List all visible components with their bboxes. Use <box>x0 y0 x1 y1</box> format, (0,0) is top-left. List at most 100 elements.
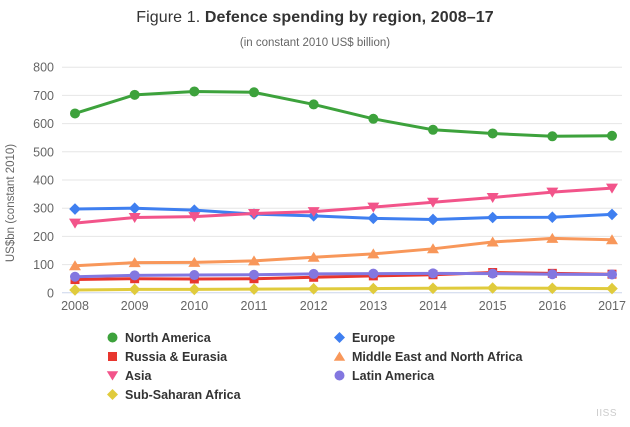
legend-item-north-america[interactable]: North America <box>106 329 333 346</box>
legend-item-europe[interactable]: Europe <box>333 329 522 346</box>
series-line-latin-america <box>73 271 614 279</box>
data-point-marker[interactable] <box>606 234 618 245</box>
data-point-marker[interactable] <box>69 284 81 296</box>
data-point-marker[interactable] <box>188 283 201 296</box>
data-point-marker[interactable] <box>368 113 379 124</box>
marker-shape <box>334 332 345 343</box>
data-point-marker[interactable] <box>308 268 319 279</box>
data-point-marker[interactable] <box>128 257 141 268</box>
x-axis-label: 2012 <box>300 299 328 313</box>
series-line-sub-saharan-africa <box>73 286 614 292</box>
data-point-marker[interactable] <box>188 204 201 216</box>
y-axis-tick-label: 0 <box>47 286 54 300</box>
x-axis-label: 2014 <box>419 299 447 313</box>
data-point-marker[interactable] <box>427 197 439 208</box>
y-axis-tick-label: 700 <box>33 89 54 103</box>
data-point-marker[interactable] <box>367 248 380 259</box>
x-axis-label: 2015 <box>479 299 507 313</box>
data-point-marker[interactable] <box>189 270 200 281</box>
data-point-marker[interactable] <box>547 131 558 142</box>
data-point-marker[interactable] <box>128 202 141 214</box>
data-point-marker[interactable] <box>69 218 81 229</box>
data-point-marker[interactable] <box>188 256 201 267</box>
x-axis-label: 2013 <box>359 299 387 313</box>
y-axis-tick-label: 200 <box>33 230 54 244</box>
data-point-marker[interactable] <box>486 192 499 203</box>
data-point-marker[interactable] <box>427 243 439 254</box>
data-point-marker[interactable] <box>69 203 81 215</box>
data-point-marker[interactable] <box>307 251 320 262</box>
chart-subtitle: (in constant 2010 US$ billion) <box>239 37 391 49</box>
data-point-marker[interactable] <box>367 212 380 225</box>
data-point-marker[interactable] <box>606 282 618 295</box>
data-point-marker[interactable] <box>188 212 201 223</box>
data-point-marker[interactable] <box>546 187 559 198</box>
data-point-marker[interactable] <box>248 255 260 266</box>
data-point-marker[interactable] <box>606 183 618 194</box>
x-axis-label: 2009 <box>121 299 149 313</box>
data-point-marker[interactable] <box>368 268 379 279</box>
data-point-marker[interactable] <box>428 124 438 135</box>
data-point-marker[interactable] <box>248 209 260 220</box>
y-axis-tick-label: 600 <box>33 117 54 131</box>
data-point-marker[interactable] <box>486 211 499 224</box>
data-point-marker[interactable] <box>546 211 559 224</box>
data-point-marker[interactable] <box>307 283 320 295</box>
data-point-marker[interactable] <box>607 269 617 280</box>
data-point-marker[interactable] <box>486 236 499 247</box>
data-point-marker[interactable] <box>307 207 320 218</box>
legend-label: Asia <box>125 368 152 383</box>
data-point-marker[interactable] <box>129 89 140 100</box>
data-point-marker[interactable] <box>546 282 559 295</box>
data-point-marker[interactable] <box>427 213 439 226</box>
legend-item-sub-saharan-africa[interactable]: Sub-Saharan Africa <box>106 386 333 403</box>
legend-item-latin-america[interactable]: Latin America <box>333 367 522 384</box>
marker-shape <box>107 389 118 400</box>
data-point-marker[interactable] <box>308 99 319 110</box>
data-point-marker[interactable] <box>547 269 558 280</box>
data-point-marker[interactable] <box>249 87 259 98</box>
chart-title: Figure 1. Defence spending by region, 20… <box>0 9 630 27</box>
data-point-marker[interactable] <box>128 213 141 224</box>
y-axis-tick-label: 400 <box>33 174 54 188</box>
marker-shape <box>334 370 345 381</box>
legend-item-asia[interactable]: Asia <box>106 367 333 384</box>
data-point-marker[interactable] <box>128 283 141 296</box>
latin-america-marker-icon <box>334 370 345 381</box>
plot-area: 0 100 200 300 400 500 600 700 800 2008 2009 2010 201… <box>5 61 626 313</box>
data-point-marker[interactable] <box>487 128 498 139</box>
series-line-asia <box>73 186 614 225</box>
data-point-marker[interactable] <box>249 269 259 280</box>
data-point-marker[interactable] <box>69 260 81 271</box>
data-point-marker[interactable] <box>129 270 140 281</box>
data-point-marker[interactable] <box>546 232 559 243</box>
legend-label: Middle East and North Africa <box>352 349 523 364</box>
data-point-marker[interactable] <box>70 108 80 119</box>
series-line-north-america <box>73 89 614 138</box>
data-point-marker[interactable] <box>607 130 617 141</box>
y-axis-tick-label: 300 <box>33 202 54 216</box>
middle-east-and-north-africa-marker-icon <box>333 351 346 361</box>
data-point-marker[interactable] <box>248 283 260 295</box>
legend-item-middle-east-and-north-africa[interactable]: Middle East and North Africa <box>333 348 522 365</box>
data-point-marker[interactable] <box>428 268 438 279</box>
data-point-marker[interactable] <box>486 282 499 294</box>
legend-label: Europe <box>352 330 396 345</box>
marker-shape <box>333 351 346 361</box>
data-point-marker[interactable] <box>427 282 439 295</box>
data-point-marker[interactable] <box>189 86 200 97</box>
legend-item-russia-eurasia[interactable]: Russia & Eurasia <box>106 348 333 365</box>
russia-eurasia-marker-icon <box>108 352 117 361</box>
marker-shape <box>106 371 119 381</box>
data-point-marker[interactable] <box>70 271 80 282</box>
series-europe <box>69 202 618 226</box>
data-point-marker[interactable] <box>606 208 618 221</box>
data-point-marker[interactable] <box>367 282 380 295</box>
data-point-marker[interactable] <box>487 268 498 279</box>
x-axis-label: 2016 <box>538 299 566 313</box>
y-axis-tick-label: 500 <box>33 145 54 159</box>
legend-label: Sub-Saharan Africa <box>125 387 241 402</box>
legend: North America Europe Russia & Eurasia Middl… <box>106 329 522 403</box>
data-point-marker[interactable] <box>367 202 380 213</box>
series-asia <box>69 183 618 229</box>
